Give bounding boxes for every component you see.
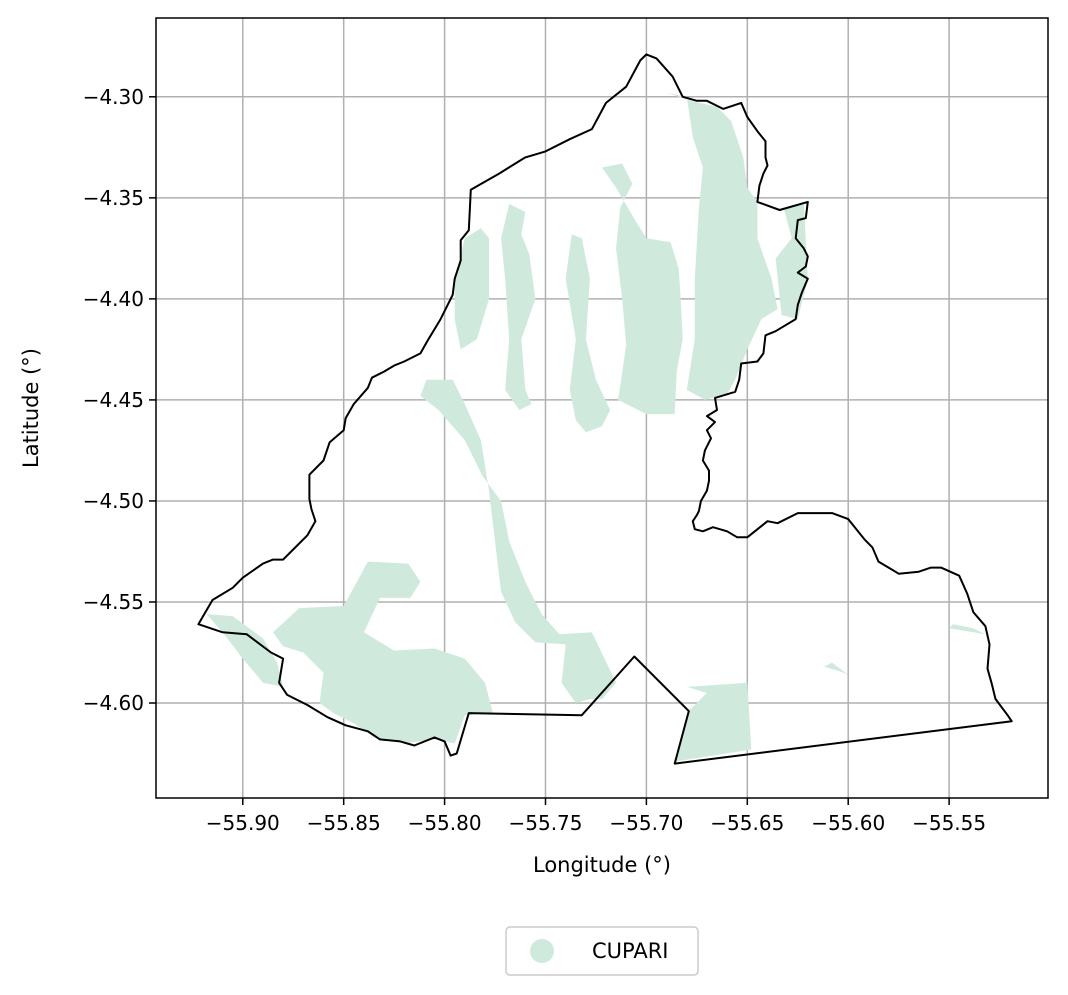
cupari-region-4 [666, 92, 778, 400]
y-tick-label-1: −4.35 [83, 186, 144, 210]
cupari-region-0 [454, 228, 489, 350]
x-axis-label: Longitude (°) [533, 853, 671, 877]
legend-box [505, 926, 699, 976]
legend: CUPARI [505, 926, 699, 976]
cupari-region-2 [555, 228, 611, 433]
y-tick-label-3: −4.45 [83, 388, 144, 412]
y-tick-label-5: −4.55 [83, 590, 144, 614]
y-tick-label-2: −4.40 [83, 287, 144, 311]
fill-regions [206, 92, 986, 762]
cupari-region-3 [602, 163, 683, 415]
x-tick-label-0: −55.90 [206, 811, 280, 835]
axes-frame [155, 17, 1049, 799]
x-tick-label-4: −55.70 [609, 811, 683, 835]
axis-ticks: −55.90 −55.85 −55.80 −55.75 −55.70 −55.65 −55.… [83, 85, 986, 835]
cupari-region-5 [775, 201, 808, 320]
x-tick-label-3: −55.75 [508, 811, 582, 835]
cupari-region-6 [420, 379, 617, 703]
y-axis-label: Latitude (°) [19, 348, 43, 468]
cupari-region-11 [824, 662, 849, 675]
x-tick-label-7: −55.55 [912, 811, 986, 835]
y-tick-label-0: −4.30 [83, 85, 144, 109]
x-tick-label-1: −55.85 [307, 811, 381, 835]
cupari-region-9 [674, 682, 752, 762]
municipality-boundary [197, 53, 1013, 765]
y-tick-label-4: −4.50 [83, 489, 144, 513]
legend-label: CUPARI [592, 939, 669, 963]
cupari-region-10 [949, 624, 986, 635]
y-tick-label-6: −4.60 [83, 691, 144, 715]
cupari-region-1 [501, 203, 536, 410]
boundary-outline [197, 53, 1013, 765]
x-tick-label-5: −55.65 [710, 811, 784, 835]
x-tick-label-2: −55.80 [408, 811, 482, 835]
x-tick-label-6: −55.60 [811, 811, 885, 835]
cupari-region-7 [273, 561, 493, 744]
legend-marker [530, 939, 554, 963]
